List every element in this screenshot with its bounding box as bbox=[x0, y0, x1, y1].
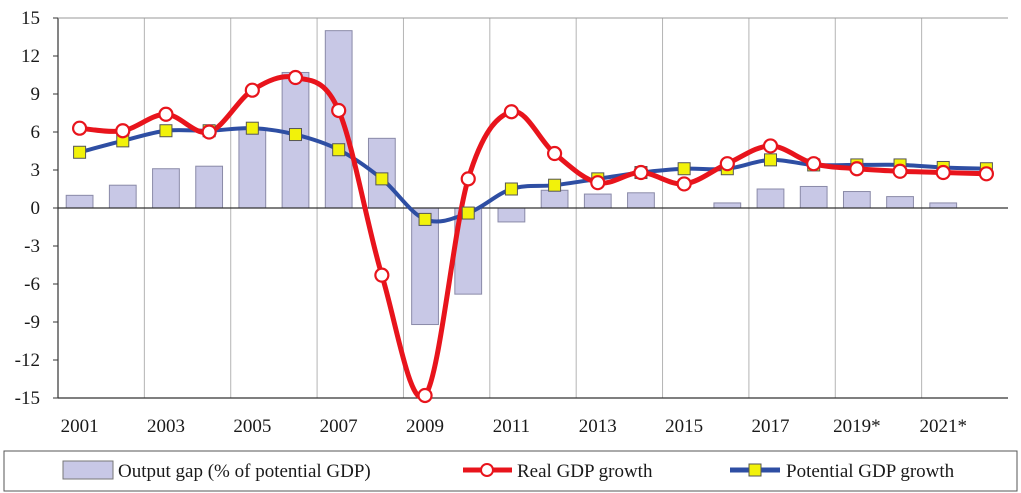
x-tick-label: 2007 bbox=[320, 416, 358, 437]
y-tick-label: 15 bbox=[21, 8, 40, 29]
legend-label-output-gap: Output gap (% of potential GDP) bbox=[118, 461, 371, 482]
marker-real-gdp bbox=[244, 82, 260, 98]
legend-swatch-output-gap bbox=[62, 460, 114, 480]
marker-real-gdp bbox=[546, 145, 563, 162]
marker-potential-gdp bbox=[332, 143, 346, 157]
bar-output-gap bbox=[195, 165, 224, 209]
marker-real-gdp bbox=[287, 69, 304, 86]
marker-potential-gdp bbox=[677, 162, 691, 176]
marker-real-gdp bbox=[417, 387, 433, 404]
y-tick-label: -6 bbox=[24, 274, 40, 295]
y-tick-label: 0 bbox=[31, 198, 41, 219]
x-tick-label: 2001 bbox=[61, 416, 99, 437]
bar-output-gap bbox=[799, 185, 828, 209]
y-tick-label: 12 bbox=[21, 46, 40, 67]
x-tick-label: 2019* bbox=[833, 416, 881, 437]
marker-potential-gdp bbox=[548, 178, 562, 192]
y-tick-label: 6 bbox=[31, 122, 41, 143]
bar-output-gap bbox=[842, 191, 871, 209]
legend-label-real-gdp: Real GDP growth bbox=[517, 461, 653, 482]
bar-output-gap bbox=[540, 189, 569, 209]
marker-real-gdp bbox=[158, 106, 174, 122]
x-tick-label: 2005 bbox=[233, 416, 271, 437]
y-tick-label: -3 bbox=[24, 236, 40, 257]
axes bbox=[53, 17, 1008, 399]
bar-output-gap bbox=[886, 196, 914, 209]
marker-potential-gdp bbox=[245, 121, 259, 135]
marker-real-gdp bbox=[849, 161, 865, 177]
legend-marker-potential-gdp bbox=[748, 463, 762, 477]
bar-output-gap bbox=[152, 168, 180, 209]
marker-real-gdp bbox=[590, 175, 606, 191]
marker-potential-gdp bbox=[289, 128, 302, 142]
y-tick-label: 3 bbox=[31, 160, 41, 181]
x-tick-label: 2009 bbox=[406, 416, 444, 437]
marker-potential-gdp bbox=[375, 172, 389, 186]
marker-real-gdp bbox=[71, 120, 88, 136]
bar-output-gap bbox=[65, 194, 94, 209]
marker-real-gdp bbox=[892, 163, 908, 179]
bar-output-gap bbox=[238, 127, 267, 209]
marker-real-gdp bbox=[460, 171, 476, 187]
marker-real-gdp bbox=[331, 102, 347, 119]
y-tick-label: -12 bbox=[15, 350, 40, 371]
marker-real-gdp bbox=[935, 164, 951, 181]
x-tick-label: 2017 bbox=[752, 416, 790, 437]
bar-output-gap bbox=[929, 202, 958, 209]
legend-label-potential-gdp: Potential GDP growth bbox=[786, 461, 955, 482]
x-tick-label: 2003 bbox=[147, 416, 185, 437]
marker-potential-gdp bbox=[764, 153, 777, 167]
bar-output-gap bbox=[713, 202, 742, 209]
x-tick-label: 2015 bbox=[665, 416, 703, 437]
bar-output-gap bbox=[627, 192, 655, 209]
marker-real-gdp bbox=[115, 123, 131, 139]
marker-real-gdp bbox=[719, 156, 735, 172]
x-tick-label: 2011 bbox=[493, 416, 530, 437]
marker-potential-gdp bbox=[504, 182, 518, 196]
y-tick-labels: 15 12 9 6 3 0 -3 -6 -9 -12 -15 bbox=[15, 8, 40, 409]
bar-output-gap bbox=[497, 207, 526, 223]
growth-lines bbox=[71, 69, 995, 404]
legend: Output gap (% of potential GDP) Real GDP… bbox=[3, 450, 1018, 492]
x-tick-label: 2013 bbox=[579, 416, 617, 437]
bar-output-gap bbox=[108, 184, 137, 209]
y-tick-label: -15 bbox=[15, 388, 40, 409]
bar-output-gap bbox=[324, 30, 353, 209]
marker-real-gdp bbox=[762, 138, 779, 154]
y-tick-label: -9 bbox=[24, 312, 40, 333]
marker-potential-gdp bbox=[73, 145, 87, 159]
bar-output-gap bbox=[411, 207, 439, 326]
marker-real-gdp bbox=[633, 164, 649, 181]
x-tick-labels: 2001 2003 2005 2007 2009 2011 2013 2015 2017 2019… bbox=[61, 416, 967, 437]
output-gap-bars bbox=[65, 30, 958, 326]
marker-potential-gdp bbox=[418, 212, 432, 226]
marker-potential-gdp bbox=[159, 124, 173, 138]
marker-real-gdp bbox=[374, 267, 390, 283]
y-tick-label: 9 bbox=[31, 84, 41, 105]
marker-real-gdp bbox=[676, 176, 692, 192]
bar-output-gap bbox=[756, 188, 785, 209]
marker-real-gdp bbox=[503, 104, 520, 120]
legend-marker-real-gdp bbox=[480, 463, 494, 477]
marker-real-gdp bbox=[978, 166, 995, 182]
bar-output-gap bbox=[583, 193, 612, 209]
marker-potential-gdp bbox=[461, 206, 475, 220]
marker-real-gdp bbox=[806, 156, 822, 172]
marker-real-gdp bbox=[201, 124, 217, 140]
x-tick-label: 2021* bbox=[919, 416, 967, 437]
